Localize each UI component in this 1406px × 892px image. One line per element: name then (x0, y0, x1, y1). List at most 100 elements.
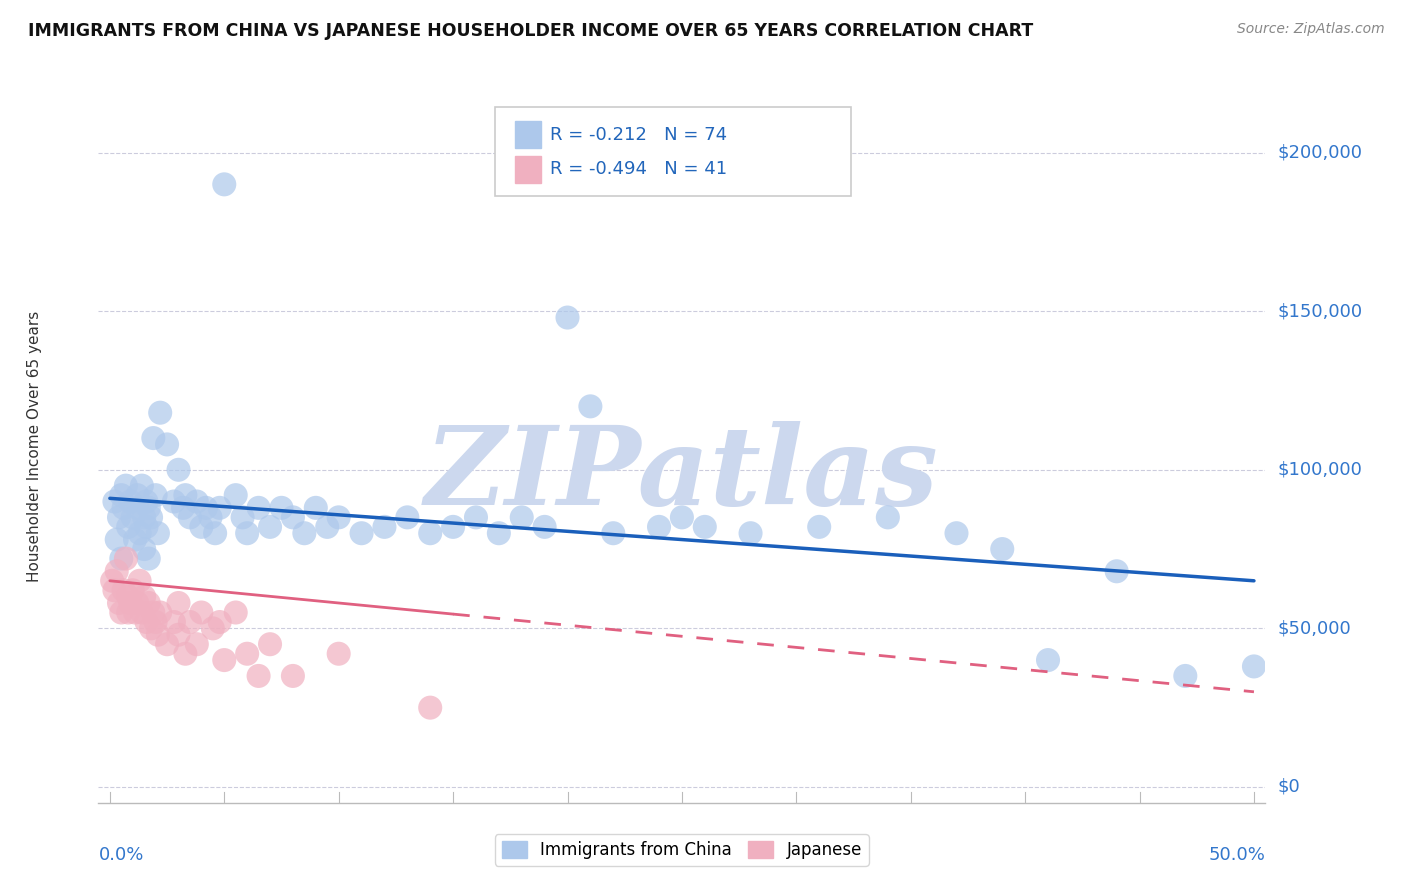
Point (121, 583, 143, 598)
Point (328, 647, 350, 661)
Point (281, 669, 304, 683)
Point (648, 520, 671, 534)
FancyBboxPatch shape (495, 107, 851, 196)
Point (201, 621, 224, 635)
Point (149, 406, 172, 420)
Point (131, 478, 153, 492)
Point (247, 669, 270, 683)
Point (115, 478, 138, 492)
Point (186, 637, 208, 651)
Point (156, 437, 179, 451)
Point (208, 500, 231, 515)
Point (292, 526, 315, 541)
Point (134, 590, 156, 604)
Point (214, 178, 236, 192)
Point (671, 510, 693, 524)
Point (146, 628, 169, 642)
Text: $100,000: $100,000 (1277, 461, 1362, 479)
Point (214, 653, 236, 667)
Point (115, 551, 138, 566)
Point (174, 647, 197, 661)
Point (163, 615, 186, 629)
Point (110, 606, 132, 620)
Point (533, 520, 555, 534)
Point (1243, 659, 1265, 673)
Point (112, 500, 135, 515)
Point (124, 533, 146, 547)
Text: Source: ZipAtlas.com: Source: ZipAtlas.com (1237, 22, 1385, 37)
Point (396, 510, 419, 524)
Point (488, 526, 510, 541)
Point (236, 647, 259, 661)
Text: $200,000: $200,000 (1277, 144, 1362, 161)
Point (103, 583, 125, 598)
Point (1105, 564, 1128, 578)
Point (259, 520, 281, 534)
Point (105, 533, 128, 547)
Point (145, 615, 167, 629)
Point (441, 520, 464, 534)
Point (991, 542, 1014, 557)
Point (108, 596, 131, 610)
Point (174, 488, 197, 502)
Point (138, 596, 160, 610)
Point (179, 510, 201, 524)
Point (225, 606, 247, 620)
Point (110, 551, 132, 566)
Point (105, 564, 128, 578)
Point (190, 606, 212, 620)
Text: ZIPatlas: ZIPatlas (425, 421, 939, 528)
Point (808, 520, 831, 534)
Point (945, 526, 967, 541)
Point (419, 700, 441, 714)
Point (138, 500, 160, 515)
Text: Householder Income Over 65 years: Householder Income Over 65 years (27, 310, 42, 582)
Point (135, 520, 157, 534)
Point (117, 606, 139, 620)
Point (167, 596, 190, 610)
Point (131, 606, 153, 620)
Point (121, 510, 143, 524)
Point (510, 510, 533, 524)
Bar (515, 155, 541, 183)
Point (373, 520, 395, 534)
Point (204, 526, 226, 541)
Text: R = -0.212   N = 74: R = -0.212 N = 74 (550, 126, 727, 144)
Point (149, 606, 172, 620)
Point (557, 310, 579, 325)
Point (139, 621, 162, 635)
Point (579, 400, 602, 414)
Point (876, 510, 898, 524)
Point (120, 596, 142, 610)
Point (120, 494, 142, 508)
Text: $0: $0 (1277, 778, 1299, 796)
Point (134, 510, 156, 524)
Text: R = -0.494   N = 41: R = -0.494 N = 41 (550, 161, 727, 178)
Point (247, 500, 270, 515)
Point (465, 510, 488, 524)
Point (281, 510, 304, 524)
Bar (515, 121, 541, 148)
Point (108, 510, 131, 524)
Point (328, 510, 350, 524)
Point (127, 596, 149, 610)
Point (138, 551, 160, 566)
Text: 50.0%: 50.0% (1209, 846, 1265, 863)
Point (225, 488, 247, 502)
Point (350, 526, 373, 541)
Point (134, 542, 156, 557)
Point (145, 488, 167, 502)
Point (117, 520, 139, 534)
Point (127, 488, 149, 502)
Point (693, 520, 716, 534)
Point (124, 606, 146, 620)
Point (740, 526, 762, 541)
Point (186, 494, 208, 508)
Point (163, 494, 186, 508)
Legend: Immigrants from China, Japanese: Immigrants from China, Japanese (495, 834, 869, 866)
Point (172, 500, 194, 515)
Point (156, 637, 179, 651)
Text: 0.0%: 0.0% (98, 846, 143, 863)
Point (305, 500, 328, 515)
Point (110, 488, 132, 502)
